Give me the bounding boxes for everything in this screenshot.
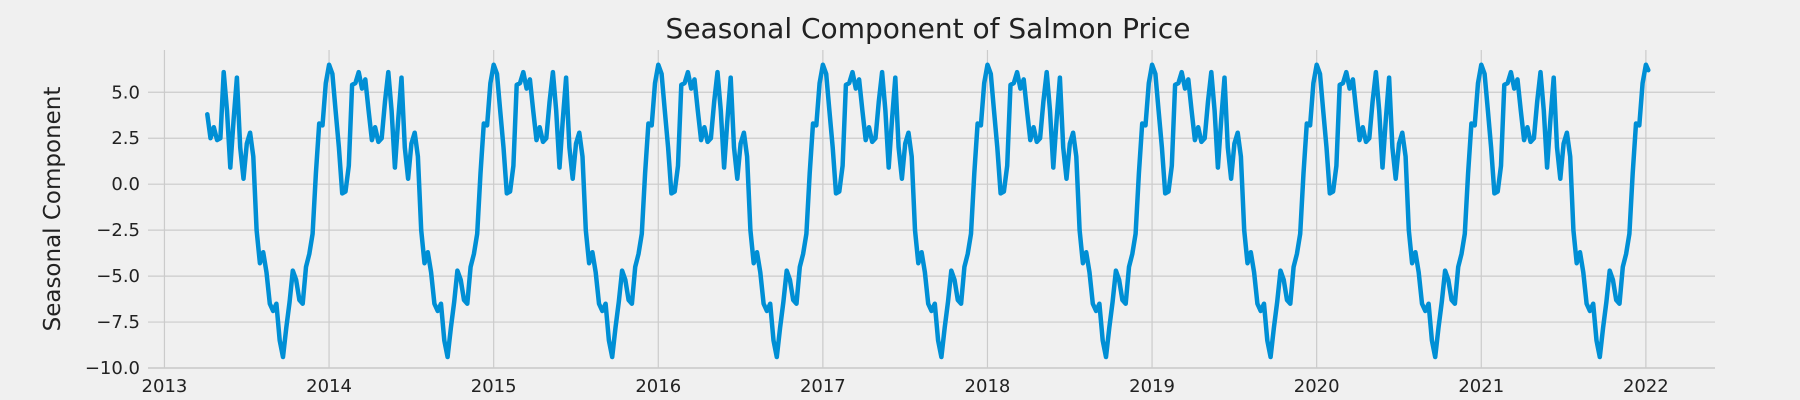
x-tick-label: 2013	[142, 376, 188, 397]
grid	[148, 50, 1715, 369]
x-tick-label: 2019	[1129, 376, 1175, 397]
seasonal-series-line	[205, 62, 1651, 360]
y-tick-label: −10.0	[85, 358, 140, 379]
chart-title: Seasonal Component of Salmon Price	[666, 12, 1191, 45]
x-tick-label: 2020	[1294, 376, 1340, 397]
x-tick-label: 2022	[1623, 376, 1669, 397]
x-tick-label: 2021	[1458, 376, 1504, 397]
x-tick-label: 2015	[471, 376, 517, 397]
labels: Seasonal Component of Salmon Price Seaso…	[40, 12, 1190, 331]
y-tick-label: −5.0	[96, 266, 140, 287]
x-tick-label: 2018	[965, 376, 1011, 397]
y-tick-label: 0.0	[111, 174, 140, 195]
series-layer	[205, 62, 1651, 360]
y-tick-label: 5.0	[111, 82, 140, 103]
x-tick-label: 2017	[800, 376, 846, 397]
y-tick-label: −7.5	[96, 312, 140, 333]
y-tick-label: −2.5	[96, 220, 140, 241]
x-tick-label: 2016	[635, 376, 681, 397]
y-tick-label: 2.5	[111, 128, 140, 149]
x-tick-label: 2014	[306, 376, 352, 397]
y-axis-label: Seasonal Component	[40, 87, 66, 332]
